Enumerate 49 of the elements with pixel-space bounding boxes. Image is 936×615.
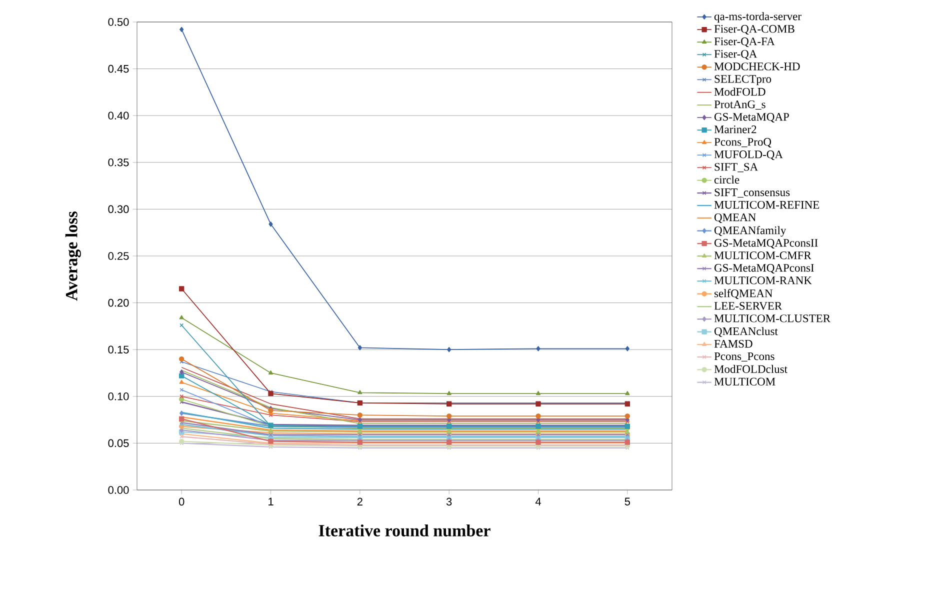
legend-label: QMEAN <box>714 213 756 223</box>
legend-label: FAMSD <box>714 340 752 348</box>
legend-label: QMEANfamily <box>714 226 786 237</box>
legend-label: MULTICOM-RANK <box>714 276 812 284</box>
legend-label: MODCHECK-HD <box>714 62 800 70</box>
legend-label: qa-ms-torda-server <box>714 12 802 23</box>
x-tick-label: 1 <box>268 498 274 506</box>
legend-label: MULTICOM-CMFR <box>714 252 812 260</box>
legend-label: Pcons_ProQ <box>714 138 772 148</box>
legend-label: ModFOLDclust <box>714 364 788 373</box>
y-tick-label: 0.50 <box>108 18 129 26</box>
legend-label: SIFT_SA <box>714 163 758 172</box>
legend-label: ProtAnG_s <box>714 100 766 110</box>
y-tick-label: 0.25 <box>108 252 129 260</box>
legend-label: SELECTpro <box>714 75 772 86</box>
legend-label: GS-MetaMQAPconsII <box>714 239 818 248</box>
y-tick-label: 0.40 <box>108 112 129 120</box>
legend-label: selfQMEAN <box>714 289 773 300</box>
y-tick-label: 0.05 <box>108 439 129 448</box>
legend-label: GS-MetaMQAP <box>714 113 789 122</box>
x-tick-label: 5 <box>624 498 630 506</box>
legend-label: MULTICOM <box>714 378 776 386</box>
legend-label: MUFOLD-QA <box>714 150 783 160</box>
legend-label: circle <box>714 176 740 184</box>
y-tick-label: 0.35 <box>108 158 129 166</box>
legend-label: GS-MetaMQAPconsI <box>714 264 814 274</box>
y-tick-label: 0.15 <box>108 346 129 354</box>
y-tick-label: 0.10 <box>108 392 129 400</box>
legend-label: ModFOLD <box>714 88 766 96</box>
y-axis-title: Average loss <box>65 211 81 301</box>
legend-label: Fiser-QA-FA <box>714 38 775 48</box>
y-tick-label: 0.00 <box>108 486 129 494</box>
legend-label: MULTICOM-CLUSTER <box>714 314 831 322</box>
legend-label: Pcons_Pcons <box>714 352 774 362</box>
legend-label: MULTICOM-REFINE <box>714 200 820 209</box>
y-tick-label: 0.45 <box>108 64 129 73</box>
legend-label: SIFT_consensus <box>714 188 790 198</box>
y-tick-label: 0.30 <box>108 205 129 214</box>
x-axis-title: Iterative round number <box>318 524 490 536</box>
legend-label: Fiser-QA <box>714 50 758 60</box>
legend-label: Mariner2 <box>714 126 756 134</box>
x-tick-label: 4 <box>535 498 541 506</box>
legend-label: LEE-SERVER <box>714 302 782 310</box>
legend-label: QMEANclust <box>714 327 778 337</box>
x-tick-label: 0 <box>178 498 184 506</box>
y-tick-label: 0.20 <box>108 298 129 307</box>
x-tick-label: 2 <box>357 498 362 506</box>
legend-label: Fiser-QA-COMB <box>714 25 794 35</box>
x-tick-label: 3 <box>446 498 452 506</box>
